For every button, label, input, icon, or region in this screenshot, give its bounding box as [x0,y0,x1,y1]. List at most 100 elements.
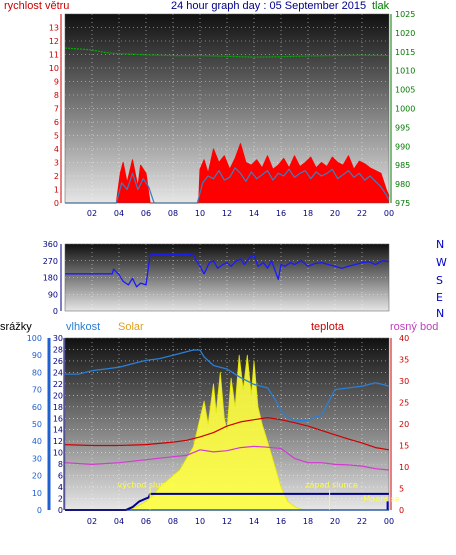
wind-x-tick-label: 10 [195,209,205,218]
wind-speed-line [65,143,390,204]
humidity-tick-label: 2 [58,495,63,504]
humidity-axis-title: vlhkost [66,321,101,333]
climate-x-tick-label: 10 [195,517,205,526]
temperature-tick-label: 10 [399,463,409,472]
wind-direction-line [65,253,390,288]
wind-tick-label: 8 [54,91,59,100]
wind-x-tick-label: 18 [303,209,313,218]
chart-title: 24 hour graph day : 05 September 2015 [171,0,367,12]
moonrise-label: Moonrise [363,494,399,503]
wind-x-tick-label: 16 [276,209,286,218]
pressure-tick-label: 1020 [395,29,415,38]
compass-label: N [436,238,444,251]
dewpoint-axis-title: rosný bod [390,321,439,333]
humidity-tick-label: 30 [53,334,63,343]
pressure-tick-label: 975 [395,199,410,208]
humidity-tick-label: 24 [53,368,63,377]
direction-tick-label: 180 [43,274,58,283]
sunrise-label: východ slunce [117,481,174,490]
climate-x-tick-label: 06 [141,517,151,526]
climate-x-tick-label: 08 [168,517,178,526]
wind-x-tick-label: 22 [357,209,367,218]
wind-tick-label: 1 [54,186,59,195]
pressure-tick-label: 1005 [395,86,415,95]
wind-x-tick-label: 00 [384,209,394,218]
wind-x-tick-label: 02 [87,209,97,218]
climate-panel-frame [64,337,390,511]
humidity-tick-label: 20 [53,391,63,400]
precip-tick-label: 0 [37,506,42,515]
temperature-line [64,417,390,451]
pressure-tick-label: 1000 [395,105,415,114]
wind-tick-label: 12 [49,37,59,46]
direction-tick-label: 0 [53,307,58,316]
humidity-tick-label: 16 [53,414,63,423]
wind-x-tick-label: 14 [249,209,259,218]
climate-x-tick-label: 02 [87,517,97,526]
wind-x-tick-label: 20 [330,209,340,218]
compass-label: W [436,256,447,269]
climate-x-tick-label: 18 [303,517,313,526]
wind-tick-label: 7 [54,105,59,114]
climate-x-tick-label: 16 [276,517,286,526]
pressure-tick-label: 990 [395,142,410,151]
precip-tick-label: 20 [32,472,42,481]
solar-legend-label: Solar [118,321,144,333]
wind-panel-frame [64,13,390,204]
precip-tick-label: 70 [32,386,42,395]
wind-average-line [65,167,390,204]
temperature-tick-label: 25 [399,399,409,408]
pressure-tick-label: 995 [395,123,410,132]
wind-tick-label: 11 [49,51,59,60]
climate-x-tick-label: 22 [357,517,367,526]
humidity-tick-label: 26 [53,357,63,366]
pressure-line [64,47,390,58]
humidity-tick-label: 4 [58,483,63,492]
compass-label: S [436,274,443,287]
climate-x-tick-label: 00 [384,517,394,526]
wind-x-tick-label: 04 [114,209,124,218]
solar-area [65,355,389,510]
solar-line [65,354,389,511]
wind-speed-area [65,143,389,203]
temperature-tick-label: 30 [399,377,409,386]
wind-x-tick-label: 06 [141,209,151,218]
dewpoint-line [64,445,390,471]
wind-x-tick-label: 12 [222,209,232,218]
direction-panel-bg [65,244,389,311]
pressure-tick-label: 980 [395,180,410,189]
climate-x-tick-label: 04 [114,517,124,526]
precip-tick-label: 90 [32,351,42,360]
precip-tick-label: 40 [32,437,42,446]
precip-axis-title: srážky [0,321,32,333]
pressure-axis-title: tlak [372,0,390,12]
humidity-tick-label: 10 [53,449,63,458]
wind-tick-label: 0 [54,199,59,208]
pressure-tick-label: 1015 [395,48,415,57]
precip-tick-label: 80 [32,368,42,377]
pressure-tick-label: 985 [395,161,410,170]
wind-tick-label: 13 [49,24,59,33]
temperature-tick-label: 5 [399,485,404,494]
compass-label: N [436,307,444,320]
humidity-tick-label: 6 [58,472,63,481]
direction-tick-label: 360 [43,240,58,249]
temperature-tick-label: 20 [399,420,409,429]
precip-tick-label: 10 [32,489,42,498]
climate-x-tick-label: 20 [330,517,340,526]
wind-tick-label: 4 [54,145,59,154]
precip-tick-label: 60 [32,403,42,412]
wind-tick-label: 2 [54,172,59,181]
humidity-tick-label: 8 [58,460,63,469]
precip-tick-label: 50 [32,420,42,429]
temperature-tick-label: 0 [399,506,404,515]
compass-label: E [436,291,443,304]
sunset-label: západ slunce [305,481,358,490]
humidity-tick-label: 0 [58,506,63,515]
direction-tick-label: 90 [48,290,58,299]
wind-tick-label: 3 [54,159,59,168]
humidity-tick-label: 22 [53,380,63,389]
wind-tick-label: 9 [54,78,59,87]
